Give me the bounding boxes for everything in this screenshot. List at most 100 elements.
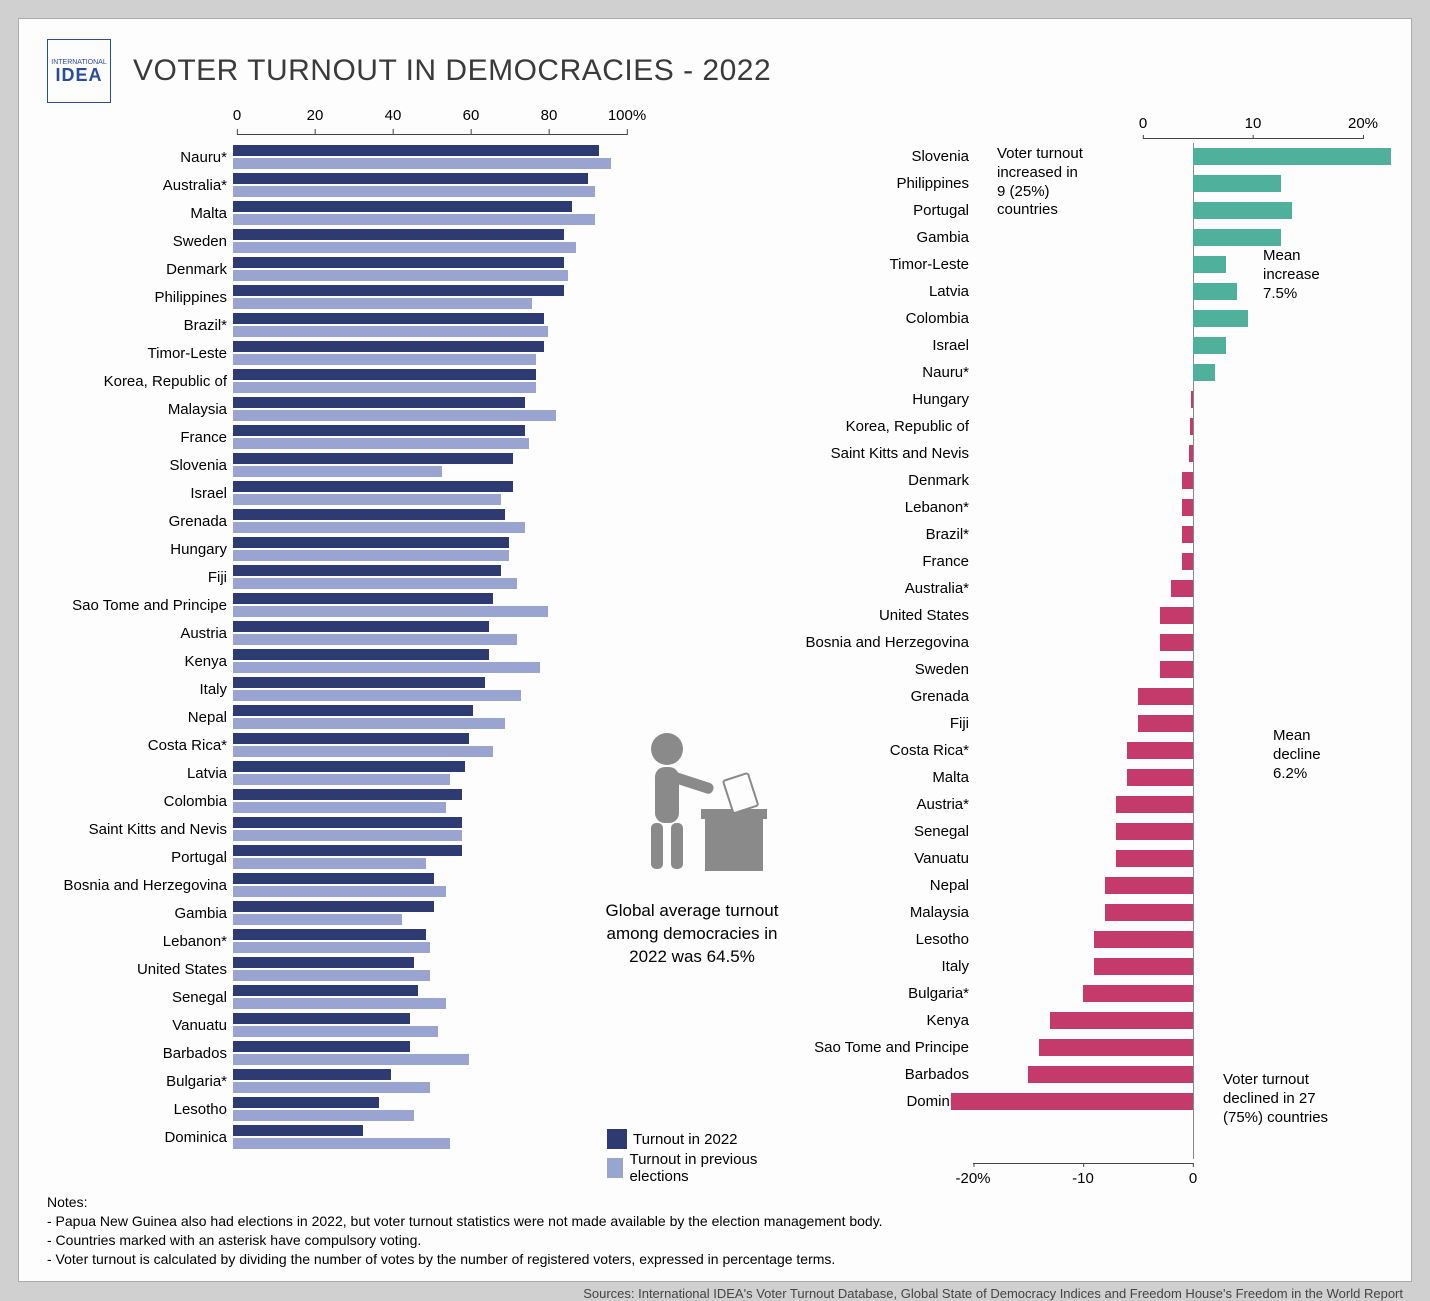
bar-area xyxy=(233,535,627,563)
country-label: Fiji xyxy=(47,569,233,586)
bar-decrease xyxy=(1127,769,1193,786)
bar-2022 xyxy=(233,929,426,940)
country-label: Latvia xyxy=(797,283,969,300)
chart-frame: INTERNATIONAL IDEA VOTER TURNOUT IN DEMO… xyxy=(18,18,1412,1282)
bar-prev xyxy=(233,494,501,505)
country-label: Barbados xyxy=(47,1045,233,1062)
country-label: Dominica xyxy=(47,1129,233,1146)
bar-prev xyxy=(233,606,548,617)
country-label: Vanuatu xyxy=(797,850,969,867)
delta-row: Nepal xyxy=(797,872,1363,899)
x-tick: 100% xyxy=(608,107,646,124)
bar-wrap xyxy=(973,386,1363,413)
bar-row: Lesotho xyxy=(47,1095,627,1123)
bar-prev xyxy=(233,662,540,673)
bar-decrease xyxy=(1116,796,1193,813)
bar-row: Saint Kitts and Nevis xyxy=(47,815,627,843)
bar-row: Brazil* xyxy=(47,311,627,339)
x-tick: -20% xyxy=(955,1170,990,1187)
x-tick: 10 xyxy=(1245,115,1262,132)
country-label: Sweden xyxy=(797,661,969,678)
bar-2022 xyxy=(233,369,536,380)
x-tick: -10 xyxy=(1072,1170,1094,1187)
bar-row: Dominica xyxy=(47,1123,627,1151)
bar-prev xyxy=(233,970,430,981)
country-label: Fiji xyxy=(797,715,969,732)
bar-area xyxy=(233,1123,627,1151)
bar-decrease xyxy=(1160,634,1193,651)
country-label: Colombia xyxy=(47,793,233,810)
bar-2022 xyxy=(233,649,489,660)
country-label: Senegal xyxy=(797,823,969,840)
bar-wrap xyxy=(973,305,1363,332)
bar-row: Senegal xyxy=(47,983,627,1011)
bar-row: Malaysia xyxy=(47,395,627,423)
bar-wrap xyxy=(973,980,1363,1007)
bar-prev xyxy=(233,466,442,477)
bar-prev xyxy=(233,998,446,1009)
country-label: Saint Kitts and Nevis xyxy=(47,821,233,838)
bar-decrease xyxy=(1039,1039,1193,1056)
bar-row: Sweden xyxy=(47,227,627,255)
country-label: Barbados xyxy=(797,1066,969,1083)
annotation-increase: Voter turnout increased in 9 (25%) count… xyxy=(997,145,1087,220)
country-label: Senegal xyxy=(47,989,233,1006)
bar-wrap xyxy=(973,845,1363,872)
bar-area xyxy=(233,1011,627,1039)
bar-2022 xyxy=(233,901,434,912)
bar-row: Timor-Leste xyxy=(47,339,627,367)
country-label: Bulgaria* xyxy=(47,1073,233,1090)
country-label: Lesotho xyxy=(797,931,969,948)
x-tick: 40 xyxy=(385,107,402,124)
bar-row: Nauru* xyxy=(47,143,627,171)
bar-decrease xyxy=(1182,472,1193,489)
bar-row: Hungary xyxy=(47,535,627,563)
bar-prev xyxy=(233,1138,450,1149)
bar-row: United States xyxy=(47,955,627,983)
right-chart: 01020% SloveniaPhilippinesPortugalGambia… xyxy=(797,107,1383,1187)
country-label: Bosnia and Herzegovina xyxy=(47,877,233,894)
country-label: Kenya xyxy=(47,653,233,670)
bar-row: Barbados xyxy=(47,1039,627,1067)
bar-prev xyxy=(233,270,568,281)
country-label: Hungary xyxy=(797,391,969,408)
bar-row: Vanuatu xyxy=(47,1011,627,1039)
bar-decrease xyxy=(1160,607,1193,624)
country-label: Denmark xyxy=(47,261,233,278)
bar-area xyxy=(233,731,627,759)
center-caption: Global average turnout among democracies… xyxy=(587,900,797,969)
bar-2022 xyxy=(233,397,525,408)
bar-2022 xyxy=(233,1125,363,1136)
bar-decrease xyxy=(1028,1066,1193,1083)
notes-line3: - Voter turnout is calculated by dividin… xyxy=(47,1250,1383,1269)
country-label: Nepal xyxy=(47,709,233,726)
country-label: Israel xyxy=(797,337,969,354)
bar-area xyxy=(233,255,627,283)
bar-prev xyxy=(233,1082,430,1093)
bar-row: Portugal xyxy=(47,843,627,871)
bar-2022 xyxy=(233,1013,410,1024)
delta-row: Nauru* xyxy=(797,359,1363,386)
bar-area xyxy=(233,591,627,619)
bar-2022 xyxy=(233,789,462,800)
bar-row: Sao Tome and Principe xyxy=(47,591,627,619)
country-label: Korea, Republic of xyxy=(47,373,233,390)
x-tick: 0 xyxy=(1139,115,1147,132)
bar-prev xyxy=(233,774,450,785)
bar-2022 xyxy=(233,621,489,632)
bar-area xyxy=(233,703,627,731)
left-x-axis: 020406080100% xyxy=(237,107,627,135)
x-tick: 0 xyxy=(1189,1170,1197,1187)
annotation-decline: Voter turnout declined in 27 (75%) count… xyxy=(1223,1071,1343,1127)
country-label: Lebanon* xyxy=(797,499,969,516)
country-label: Brazil* xyxy=(47,317,233,334)
bar-wrap xyxy=(973,359,1363,386)
country-label: Sao Tome and Principe xyxy=(47,597,233,614)
bar-decrease xyxy=(1094,958,1193,975)
left-bars-area: Nauru*Australia*MaltaSwedenDenmarkPhilip… xyxy=(47,143,627,1187)
country-label: Slovenia xyxy=(797,148,969,165)
bar-area xyxy=(233,283,627,311)
bar-2022 xyxy=(233,341,544,352)
country-label: Nauru* xyxy=(797,364,969,381)
bar-decrease xyxy=(951,1093,1193,1110)
